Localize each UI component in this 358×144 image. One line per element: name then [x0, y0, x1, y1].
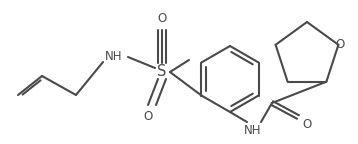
Text: NH: NH: [244, 124, 262, 137]
Text: O: O: [336, 38, 345, 51]
Text: S: S: [157, 65, 167, 79]
Text: O: O: [303, 119, 311, 131]
Text: O: O: [158, 12, 166, 24]
Text: O: O: [143, 110, 153, 124]
Text: NH: NH: [105, 51, 123, 64]
